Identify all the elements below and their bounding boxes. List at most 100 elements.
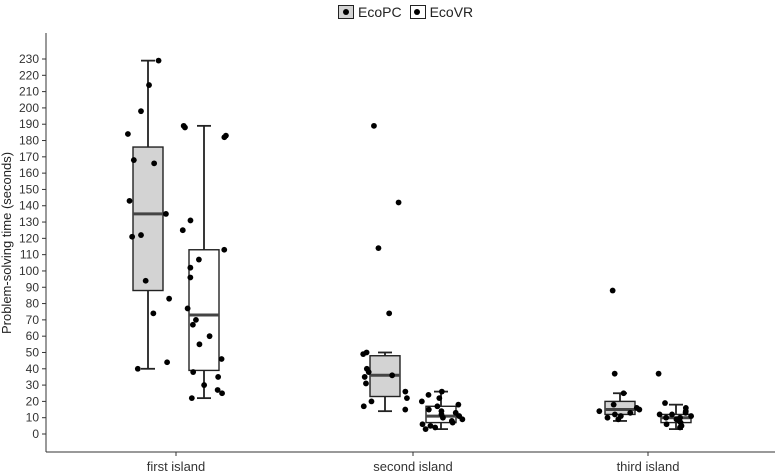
data-point (361, 374, 368, 380)
y-tick-label: 40 (26, 362, 40, 376)
data-point (134, 365, 141, 372)
legend-key-ecopc (338, 5, 354, 19)
data-point (196, 341, 203, 348)
data-point (215, 374, 222, 380)
y-tick-label: 190 (19, 117, 39, 131)
data-point (615, 416, 622, 423)
box-ecopc-0 (125, 57, 173, 372)
data-point (371, 122, 377, 129)
data-point (677, 424, 683, 431)
y-tick-label: 220 (19, 68, 39, 82)
data-point (455, 401, 462, 408)
data-point (375, 245, 382, 252)
data-point (427, 422, 434, 429)
data-point (187, 217, 194, 224)
y-tick-label: 60 (26, 329, 40, 343)
data-point (402, 388, 409, 395)
data-point (688, 413, 695, 419)
data-point (669, 411, 675, 418)
data-point (360, 351, 367, 358)
data-point (142, 277, 149, 284)
y-tick-label: 110 (20, 248, 39, 262)
y-tick-label: 100 (19, 264, 39, 278)
data-point (219, 390, 225, 397)
data-point (130, 157, 137, 163)
box-ecopc-1 (360, 122, 410, 413)
y-tick-label: 70 (26, 313, 40, 327)
data-point (187, 274, 194, 281)
y-tick-label: 230 (19, 52, 39, 66)
data-point (190, 369, 197, 375)
data-point (438, 388, 445, 395)
data-point (386, 310, 393, 317)
data-point (138, 232, 144, 238)
data-point (425, 406, 432, 413)
data-point (368, 398, 375, 405)
data-point (360, 403, 367, 410)
data-point (404, 395, 410, 402)
data-point (604, 414, 611, 421)
legend-item-ecopc: EcoPC (338, 4, 402, 20)
data-point (363, 380, 369, 387)
data-point (179, 227, 186, 234)
y-tick-label: 20 (26, 394, 40, 408)
data-point (611, 370, 618, 377)
box-iqr (188, 249, 220, 372)
legend-key-ecovr (409, 5, 426, 19)
data-point (432, 424, 439, 431)
data-point (422, 426, 429, 433)
data-point (201, 382, 208, 388)
data-point (221, 246, 228, 253)
data-point (138, 108, 144, 115)
y-tick-label: 120 (19, 231, 39, 245)
y-tick-label: 180 (19, 134, 39, 148)
x-tick-label: third island (617, 459, 680, 474)
data-point (663, 414, 669, 421)
data-point (218, 356, 225, 362)
data-point (189, 321, 196, 328)
y-tick-label: 80 (26, 297, 40, 311)
data-point (206, 333, 213, 340)
data-point (223, 132, 229, 139)
legend-label-ecovr: EcoVR (429, 4, 474, 20)
data-point (395, 199, 402, 206)
box-ecovr-0 (179, 122, 229, 402)
box-ecopc-2 (596, 287, 643, 423)
data-point (195, 256, 202, 263)
axes: 0 10 20 30 40 50 60 70 80 90 100 110 120 130 140 150 160… (19, 33, 775, 474)
y-tick-label: 30 (26, 378, 40, 392)
data-point (163, 210, 169, 217)
data-point (663, 421, 670, 428)
data-point (184, 305, 191, 312)
data-point (656, 411, 663, 418)
y-tick-label: 0 (32, 427, 39, 441)
x-tick-label: second island (373, 459, 453, 474)
y-axis-label: Problem-solving time (seconds) (0, 152, 14, 334)
data-point (193, 316, 199, 323)
box-iqr (132, 146, 164, 292)
box-ecovr-1 (418, 388, 466, 433)
y-tick-label: 160 (19, 166, 39, 180)
y-tick-label: 210 (19, 85, 39, 99)
data-point (459, 416, 466, 423)
data-point (164, 359, 171, 366)
data-point (150, 310, 157, 317)
legend: EcoPC EcoVR (338, 2, 477, 22)
data-point (596, 408, 603, 415)
data-point (419, 421, 426, 428)
data-point (610, 401, 617, 408)
data-point (636, 406, 643, 413)
data-point (188, 395, 195, 402)
data-point (129, 233, 136, 240)
y-tick-label: 170 (19, 150, 39, 164)
data-point (389, 372, 396, 379)
data-point (449, 419, 456, 426)
data-point (187, 264, 194, 271)
data-point (434, 403, 441, 410)
data-point (402, 406, 409, 413)
y-tick-label: 50 (26, 345, 40, 359)
data-point (620, 390, 627, 397)
y-tick-label: 90 (26, 280, 40, 294)
y-tick-label: 130 (19, 215, 39, 229)
